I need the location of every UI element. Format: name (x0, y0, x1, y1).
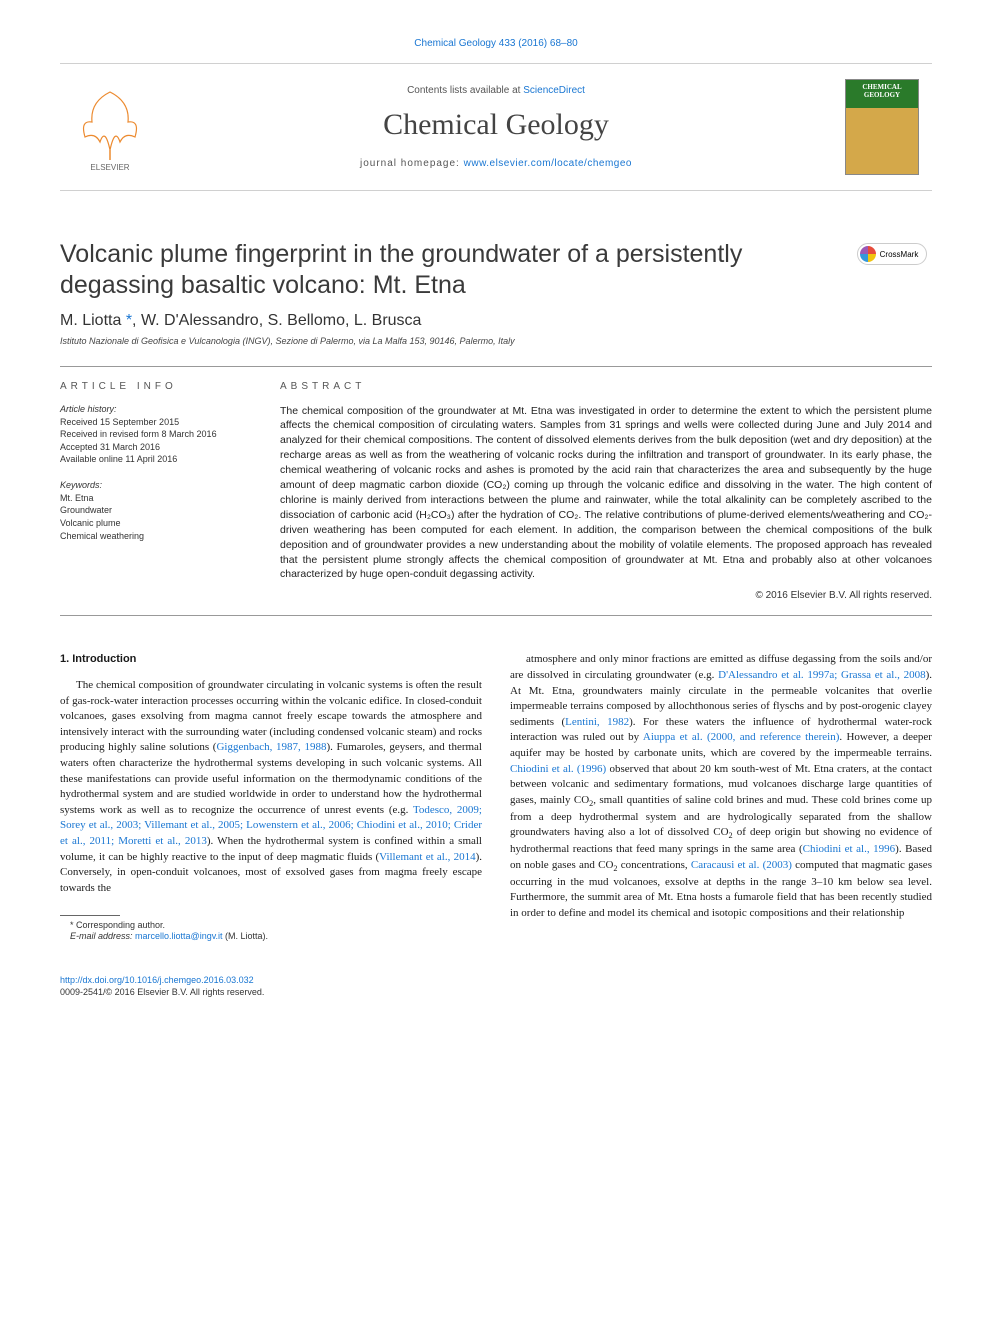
abstract-heading: abstract (280, 381, 932, 392)
contents-available-line: Contents lists available at ScienceDirec… (407, 85, 585, 96)
footnote-rule (60, 915, 120, 916)
author-list: M. Liotta *, W. D'Alessandro, S. Bellomo… (60, 312, 932, 330)
keywords-head: Keywords: (60, 480, 246, 490)
crossmark-badge[interactable]: CrossMark (852, 243, 932, 267)
journal-name: Chemical Geology (383, 108, 609, 142)
journal-citation[interactable]: Chemical Geology 433 (2016) 68–80 (60, 38, 932, 49)
journal-homepage-line: journal homepage: www.elsevier.com/locat… (360, 158, 632, 169)
svg-text:ELSEVIER: ELSEVIER (90, 163, 129, 172)
body-col2-text: atmosphere and only minor fractions are … (510, 652, 932, 921)
body-col1-text: The chemical composition of groundwater … (60, 678, 482, 897)
article-history-head: Article history: (60, 404, 246, 414)
corresponding-author-note: * Corresponding author. (60, 920, 482, 932)
journal-header: ELSEVIER Contents lists available at Sci… (60, 63, 932, 191)
journal-cover-thumb: CHEMICAL GEOLOGY (832, 64, 932, 190)
doi-link[interactable]: http://dx.doi.org/10.1016/j.chemgeo.2016… (60, 975, 254, 985)
article-info-heading: article info (60, 381, 246, 392)
sciencedirect-link[interactable]: ScienceDirect (523, 85, 585, 96)
elsevier-tree-icon: ELSEVIER (70, 82, 150, 172)
section-1-heading: 1. Introduction (60, 652, 482, 668)
email-footnote: E-mail address: marcello.liotta@ingv.it … (60, 931, 482, 943)
journal-homepage-link[interactable]: www.elsevier.com/locate/chemgeo (464, 158, 632, 169)
abstract-text: The chemical composition of the groundwa… (280, 404, 932, 583)
crossmark-icon (860, 246, 876, 262)
abstract-copyright: © 2016 Elsevier B.V. All rights reserved… (280, 590, 932, 601)
article-history: Received 15 September 2015Received in re… (60, 416, 246, 466)
page-footer: http://dx.doi.org/10.1016/j.chemgeo.2016… (60, 975, 932, 998)
publisher-logo: ELSEVIER (60, 64, 160, 190)
issn-copyright: 0009-2541/© 2016 Elsevier B.V. All right… (60, 987, 264, 997)
email-link[interactable]: marcello.liotta@ingv.it (135, 931, 223, 941)
article-title: Volcanic plume fingerprint in the ground… (60, 239, 836, 302)
keywords-list: Mt. EtnaGroundwaterVolcanic plumeChemica… (60, 492, 246, 542)
affiliation: Istituto Nazionale di Geofisica e Vulcan… (60, 336, 932, 346)
